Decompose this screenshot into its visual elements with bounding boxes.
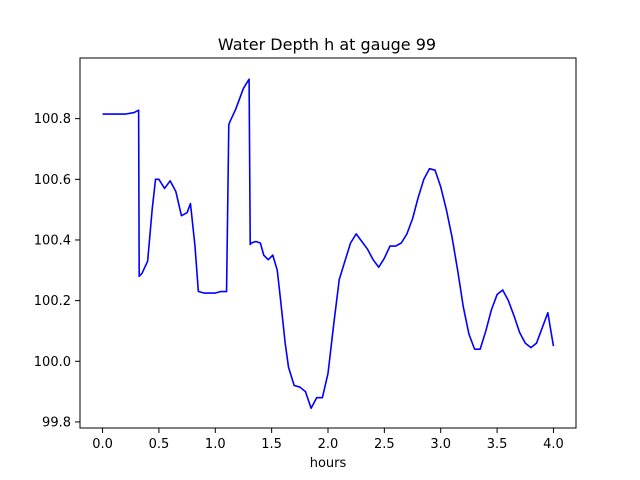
series-line-0	[102, 78, 555, 410]
y-tick-label: 100.8	[34, 112, 71, 127]
x-tick-label: 2.5	[374, 437, 395, 452]
x-tick-label: 1.5	[261, 437, 282, 452]
x-tick-label: 0.0	[92, 437, 113, 452]
x-tick-label: 3.5	[487, 437, 508, 452]
x-tick-label: 1.0	[205, 437, 226, 452]
x-tick-label: 3.0	[430, 437, 451, 452]
x-axis: 0.0 0.5 1.0 1.5 2.0 2.5 3.0 3.5 4.0	[92, 428, 564, 452]
plot-area	[102, 78, 555, 410]
chart-title: Water Depth h at gauge 99	[218, 35, 436, 54]
x-tick-label: 4.0	[543, 437, 564, 452]
y-tick-label: 100.2	[34, 294, 71, 309]
x-tick-label: 2.0	[318, 437, 339, 452]
y-tick-label: 99.8	[42, 415, 71, 430]
x-tick-label: 0.5	[149, 437, 170, 452]
y-axis: 99.8 100.0 100.2 100.4 100.6 100.8	[34, 112, 80, 430]
x-axis-title: hours	[310, 456, 347, 471]
y-tick-label: 100.0	[34, 355, 71, 370]
y-tick-label: 100.6	[34, 173, 71, 188]
y-tick-label: 100.4	[34, 233, 71, 248]
